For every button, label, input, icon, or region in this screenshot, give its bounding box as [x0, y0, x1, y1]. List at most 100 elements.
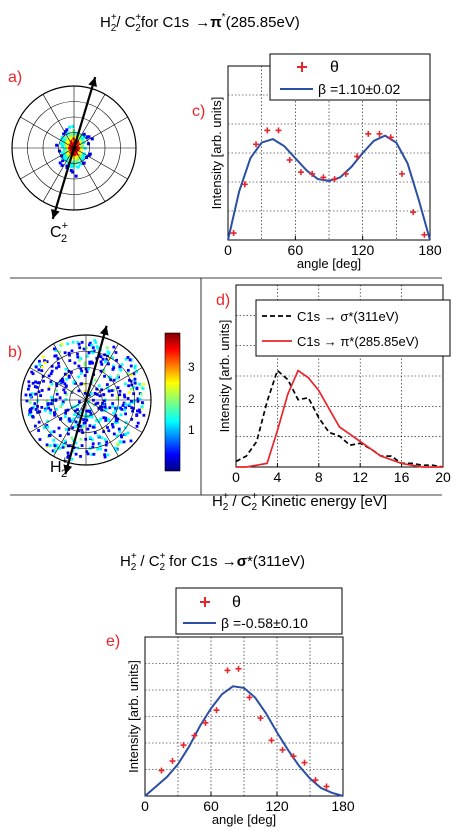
- polar-dot: [79, 437, 83, 441]
- polar-dot: [64, 409, 68, 413]
- polar-dot: [116, 373, 120, 377]
- polar-dot: [114, 408, 117, 412]
- polar-dot: [79, 455, 82, 458]
- polar-dot: [105, 357, 109, 361]
- polar-dot: [78, 162, 82, 166]
- polar-spoke: [85, 399, 143, 433]
- polar-dot: [61, 380, 65, 383]
- polar-dot: [78, 411, 82, 414]
- polar-dot: [58, 396, 62, 400]
- polar-dot: [141, 387, 145, 390]
- polar-dot: [79, 139, 83, 143]
- polar-dot: [55, 366, 58, 370]
- x-tick-label: 120: [265, 798, 289, 814]
- x-tick-label: 12: [352, 469, 368, 485]
- polar-dot: [65, 164, 69, 168]
- polar-dot: [61, 378, 65, 382]
- polar-dot: [91, 361, 94, 365]
- polar-dot: [73, 131, 77, 135]
- polar-dot: [40, 365, 44, 369]
- polar-dot: [95, 392, 99, 396]
- polar-dot: [38, 410, 42, 414]
- polar-dot: [67, 351, 71, 355]
- polar-dot: [130, 399, 133, 403]
- data-point: [312, 777, 319, 784]
- polar-dot: [87, 415, 90, 418]
- polar-dot: [129, 439, 133, 443]
- polar-dot: [93, 391, 97, 395]
- polarization-arrow: [64, 325, 108, 475]
- polar-dot: [140, 386, 144, 390]
- polar-dot: [100, 388, 103, 392]
- polar-dot: [27, 384, 31, 388]
- polar-dot: [114, 414, 118, 418]
- polar-dot: [70, 162, 74, 166]
- polar-dot: [67, 432, 70, 436]
- polar-dot: [103, 438, 107, 441]
- polar-dot: [61, 400, 65, 404]
- polar-dot: [40, 405, 44, 409]
- polar-dot: [117, 427, 121, 431]
- polar-dot: [55, 143, 59, 147]
- polar-dot: [98, 443, 102, 447]
- polar-dot: [59, 379, 63, 383]
- polar-dot: [66, 408, 70, 412]
- polar-dot: [109, 378, 113, 382]
- x-tick-label: 120: [351, 242, 375, 258]
- polar-dot: [71, 170, 75, 174]
- polar-dot: [79, 357, 83, 361]
- polar-dot: [103, 405, 107, 409]
- polar-dot: [68, 359, 72, 363]
- polar-dot: [76, 403, 80, 407]
- plot-frame: [144, 636, 344, 797]
- polar-dot: [62, 132, 66, 136]
- data-point: [241, 181, 248, 188]
- legend-fit-label: β =1.10±0.02: [318, 81, 401, 97]
- panel-label-d: d): [216, 292, 230, 309]
- polar-dot: [98, 394, 102, 398]
- polar-dot: [31, 381, 35, 385]
- polar-dot: [81, 138, 85, 142]
- polar-dot: [55, 382, 58, 386]
- polar-dot: [126, 371, 130, 375]
- polar-dot: [122, 401, 126, 405]
- polar-dot: [80, 145, 84, 149]
- polar-dot: [94, 341, 98, 344]
- polar-dot: [70, 349, 74, 353]
- polar-dot: [37, 429, 40, 432]
- polar-dot: [58, 161, 62, 165]
- polar-dot: [70, 405, 74, 409]
- legend-entry-sigma: C1s → σ*(311eV): [297, 309, 399, 324]
- polar-dot: [136, 397, 140, 401]
- data-point: [331, 176, 338, 183]
- x-tick-label: 180: [331, 798, 355, 814]
- polar-dot: [130, 373, 134, 377]
- polar-dot: [48, 411, 52, 415]
- legend: θ β =-0.58±0.10: [175, 587, 343, 635]
- polar-dot: [121, 404, 125, 407]
- polar-dot: [42, 379, 45, 383]
- polar-dot: [71, 340, 75, 344]
- polar-dot: [45, 399, 49, 403]
- polar-spoke: [73, 147, 106, 202]
- polar-dot: [79, 147, 83, 151]
- polar-dot: [87, 393, 91, 397]
- polar-dot: [37, 420, 41, 424]
- polar-spoke: [42, 94, 75, 149]
- colorbar: [164, 332, 181, 472]
- polar-dot: [100, 405, 104, 409]
- polar-dot: [103, 453, 107, 457]
- polar-dot: [50, 396, 54, 399]
- series-line: [235, 369, 444, 468]
- polar-dot: [80, 428, 84, 432]
- polar-dot: [67, 137, 71, 141]
- polar-dot: [138, 408, 141, 412]
- polar-dot: [80, 340, 84, 344]
- top-title: H+ 2/ C+ 2for C1s →π*(285.85eV): [100, 12, 300, 34]
- polar-dot: [47, 386, 51, 389]
- polar-dot: [130, 383, 134, 387]
- polar-dot: [53, 450, 57, 453]
- polar-spoke: [73, 116, 128, 149]
- polar-dot: [115, 397, 119, 400]
- polar-dot: [132, 385, 135, 389]
